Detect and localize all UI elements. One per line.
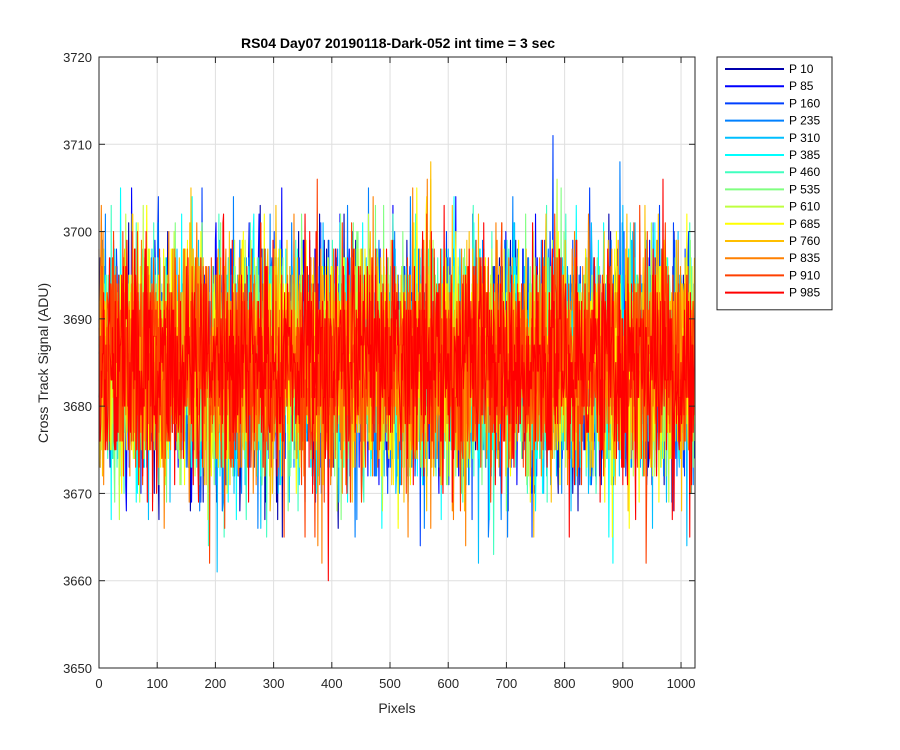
legend-entry-label: P 910 <box>789 268 820 282</box>
x-tick-label: 500 <box>379 676 401 691</box>
legend-entry-label: P 610 <box>789 200 820 214</box>
x-tick-label: 600 <box>437 676 459 691</box>
x-tick-label: 400 <box>321 676 343 691</box>
y-tick-label: 3720 <box>63 50 92 65</box>
series-group <box>98 135 695 582</box>
y-axis-label: Cross Track Signal (ADU) <box>35 283 51 443</box>
x-tick-label: 700 <box>496 676 518 691</box>
series-line-p910 <box>98 178 695 564</box>
legend: P 10 P 85 P 160 P 235 P 310 P 385 P 460 P 535 P … <box>716 56 833 311</box>
y-tick-label: 3670 <box>63 486 92 501</box>
x-tick-label: 300 <box>263 676 285 691</box>
legend-entry-label: P 985 <box>789 286 820 300</box>
x-tick-label: 100 <box>146 676 168 691</box>
legend-entry-label: P 760 <box>789 234 820 248</box>
x-axis-label: Pixels <box>378 700 415 716</box>
legend-entry-label: P 535 <box>789 182 820 196</box>
x-tick-label: 1000 <box>667 676 696 691</box>
x-tick-label: 0 <box>95 676 102 691</box>
legend-entry-label: P 85 <box>789 79 814 93</box>
x-tick-label: 900 <box>612 676 634 691</box>
legend-entry-label: P 10 <box>789 62 814 76</box>
legend-entry-label: P 235 <box>789 114 820 128</box>
legend-entry-label: P 460 <box>789 165 820 179</box>
y-tick-label: 3690 <box>63 312 92 327</box>
legend-entry-label: P 835 <box>789 251 820 265</box>
x-tick-label: 800 <box>554 676 576 691</box>
plot-area: 0 100 200 300 400 500 600 700 800 900 1000 3650 3660… <box>63 50 696 691</box>
y-tick-label: 3710 <box>63 137 92 152</box>
x-tick-label: 200 <box>205 676 227 691</box>
series-line-p985 <box>98 178 695 582</box>
chart-title: RS04 Day07 20190118-Dark-052 int time = … <box>241 35 555 51</box>
axes-box <box>98 56 696 669</box>
y-tick-label: 3700 <box>63 225 92 240</box>
y-tick-label: 3660 <box>63 574 92 589</box>
y-tick-label: 3650 <box>63 661 92 676</box>
legend-entry-label: P 385 <box>789 148 820 162</box>
legend-entry-label: P 685 <box>789 217 820 231</box>
y-tick-label: 3680 <box>63 399 92 414</box>
legend-entry-label: P 160 <box>789 96 820 110</box>
legend-box <box>716 56 833 311</box>
legend-entry-label: P 310 <box>789 131 820 145</box>
